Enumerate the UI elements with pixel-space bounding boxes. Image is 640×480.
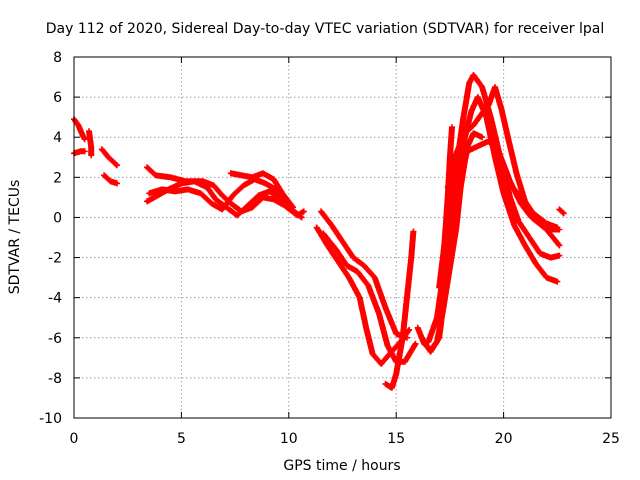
- series-track-12: [320, 230, 419, 365]
- series-markers: [313, 224, 413, 367]
- y-tick-label: 2: [53, 170, 62, 186]
- x-tick-label: 15: [387, 431, 405, 447]
- axes: 0 5 10 15 20 25 -10 -8 -6 -4 -2 0 2 4 6 8: [39, 50, 620, 447]
- series-markers: [227, 170, 297, 211]
- x-axis-label: GPS time / hours: [283, 458, 400, 474]
- x-tick-label: 10: [280, 431, 298, 447]
- series-track-9: [227, 170, 297, 211]
- x-tick-label: 25: [602, 431, 620, 447]
- y-tick-label: 4: [53, 130, 62, 146]
- series-markers: [556, 206, 567, 217]
- chart-title: Day 112 of 2020, Sidereal Day-to-day VTE…: [46, 21, 604, 37]
- x-tick-label: 20: [495, 431, 513, 447]
- y-axis-label: SDTVAR / TECUs: [7, 180, 23, 295]
- x-tick-label: 0: [70, 431, 79, 447]
- y-tick-label: 0: [53, 210, 62, 226]
- series-markers: [144, 178, 284, 219]
- y-tick-label: -8: [48, 371, 62, 387]
- series-track-11: [313, 224, 413, 367]
- series-markers: [86, 128, 95, 159]
- series-markers: [318, 208, 410, 341]
- series-markers: [101, 172, 120, 187]
- y-tick-label: 6: [53, 90, 62, 106]
- series-track-3: [86, 128, 95, 159]
- series-track-15: [419, 138, 563, 355]
- series-track-20: [513, 188, 561, 231]
- series-markers: [98, 146, 120, 169]
- y-tick-label: -2: [48, 251, 62, 267]
- series-track-4: [98, 146, 120, 169]
- series-track-13: [382, 228, 417, 391]
- y-tick-label: -10: [39, 411, 62, 427]
- series-track-5: [101, 172, 120, 187]
- data-series: [71, 72, 567, 391]
- series-markers: [320, 230, 419, 365]
- series-track-21: [556, 206, 567, 217]
- series-track-19: [440, 124, 455, 261]
- series-markers: [440, 124, 455, 261]
- y-tick-label: -6: [48, 331, 62, 347]
- y-tick-label: 8: [53, 50, 62, 66]
- y-tick-label: -4: [48, 291, 62, 307]
- series-markers: [419, 138, 563, 355]
- series-markers: [513, 188, 561, 231]
- series-track-7: [144, 178, 284, 219]
- series-markers: [382, 228, 417, 391]
- series-track-10: [318, 208, 410, 341]
- x-tick-label: 5: [177, 431, 186, 447]
- plot-frame: [73, 56, 612, 419]
